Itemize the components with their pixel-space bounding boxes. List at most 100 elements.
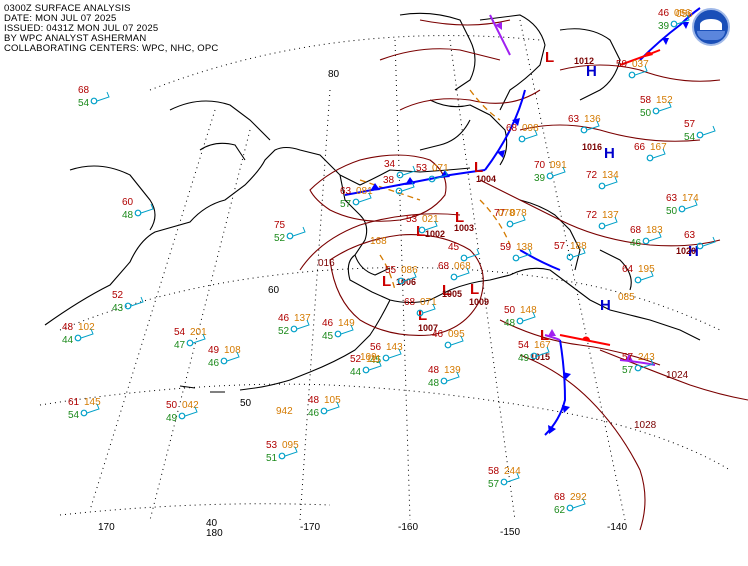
- station-circle-icon: [397, 277, 405, 285]
- station-circle-icon: [678, 205, 686, 213]
- wind-barb-icon: [284, 446, 298, 457]
- wind-barb-icon: [130, 296, 144, 307]
- station-temperature: 59: [500, 242, 512, 253]
- station-dewpoint: 52: [274, 233, 286, 244]
- station-temperature: 54: [174, 327, 186, 338]
- station-circle-icon: [670, 20, 678, 28]
- wind-barb-icon: [402, 165, 416, 176]
- station-dewpoint: 49: [518, 353, 530, 364]
- station-pressure: 056: [674, 8, 691, 19]
- station-circle-icon: [278, 452, 286, 460]
- station-temperature: 57: [622, 352, 634, 363]
- station-circle-icon: [396, 171, 404, 179]
- station-dewpoint: 48: [428, 378, 440, 389]
- station-dewpoint: 57: [340, 199, 352, 210]
- station-temperature: 61: [68, 397, 80, 408]
- station-temperature: 63: [568, 114, 580, 125]
- station-pressure: 037: [632, 59, 649, 70]
- station-pressure: 071: [432, 163, 449, 174]
- station-circle-icon: [598, 182, 606, 190]
- analysis-header: 0300Z SURFACE ANALYSIS DATE: MON JUL 07 …: [4, 4, 218, 54]
- station-circle-icon: [395, 187, 403, 195]
- station-temperature: 48: [428, 365, 440, 376]
- station-pressure: 243: [638, 352, 655, 363]
- station-temperature: 72: [586, 210, 598, 221]
- wind-barb-icon: [226, 351, 240, 362]
- station-temperature: 68: [404, 297, 416, 308]
- wind-barb-icon: [572, 498, 586, 509]
- station-dewpoint: 43: [112, 303, 124, 314]
- low-center-value: 1012: [574, 56, 594, 66]
- station-pressure: 078: [498, 208, 515, 219]
- station-pressure: 138: [516, 242, 533, 253]
- wind-barb-icon: [140, 203, 154, 214]
- station-temperature: 53: [406, 214, 418, 225]
- station-pressure: 102: [78, 322, 95, 333]
- station-pressure: 085: [618, 292, 635, 303]
- station-circle-icon: [696, 242, 704, 250]
- station-dewpoint: 57: [622, 365, 634, 376]
- lon-label-m160: -160: [398, 522, 418, 533]
- station-circle-icon: [696, 131, 704, 139]
- station-circle-icon: [566, 253, 574, 261]
- wind-barb-icon: [658, 101, 672, 112]
- wind-barb-icon: [702, 125, 716, 136]
- wind-barb-icon: [80, 328, 94, 339]
- grid-labels: 80 60 50 40 170 180 -170 -160 -150 -140: [98, 69, 627, 539]
- station-pressure: 086: [401, 265, 418, 276]
- station-dewpoint: 39: [534, 173, 546, 184]
- wind-barb-icon: [648, 231, 662, 242]
- station-temperature: 64: [622, 264, 634, 275]
- station-pressure: 137: [294, 313, 311, 324]
- low-center-letter: L: [545, 49, 554, 66]
- station-dewpoint: 39: [658, 21, 670, 32]
- high-center-value: 1020: [676, 246, 696, 256]
- wind-barb-icon: [702, 236, 716, 247]
- station-pressure: 244: [504, 466, 521, 477]
- station-temperature: 70: [534, 160, 546, 171]
- wind-barb-icon: [446, 371, 460, 382]
- wind-barb-icon: [586, 120, 600, 131]
- wind-barb-icon: [466, 248, 480, 259]
- station-pressure: 145: [84, 397, 101, 408]
- station-temperature: 52: [350, 354, 362, 365]
- station-temperature: 50: [166, 400, 178, 411]
- station-dewpoint: 52: [278, 326, 290, 337]
- station-dewpoint: 54: [78, 98, 90, 109]
- station-circle-icon: [512, 254, 520, 262]
- station-circle-icon: [646, 154, 654, 162]
- station-pressure: 183: [646, 225, 663, 236]
- isobar-labels: 016 1024 1028: [318, 258, 689, 431]
- station-circle-icon: [628, 71, 636, 79]
- wind-barb-icon: [522, 311, 536, 322]
- station-dewpoint: 57: [488, 479, 500, 490]
- station-dewpoint: 46: [630, 238, 642, 249]
- wind-barb-icon: [403, 271, 417, 282]
- station-circle-icon: [80, 409, 88, 417]
- station-temperature: 68: [506, 123, 518, 134]
- noaa-logo-icon: [692, 8, 730, 46]
- low-center-value: 1004: [476, 174, 496, 184]
- station-circle-icon: [124, 302, 132, 310]
- station-circle-icon: [530, 352, 538, 360]
- wind-barb-icon: [640, 270, 654, 281]
- station-dewpoint: 54: [68, 410, 80, 421]
- low-center-letter: L: [416, 223, 425, 240]
- wind-barb-icon: [536, 346, 550, 357]
- wind-barb-icon: [96, 91, 110, 102]
- header-issued: ISSUED: 0431Z MON JUL 07 2025: [4, 23, 159, 34]
- lat-label-80: 80: [328, 69, 340, 80]
- station-pressure: 071: [420, 297, 437, 308]
- station-circle-icon: [220, 357, 228, 365]
- station-circle-icon: [516, 317, 524, 325]
- station-pressure: 942: [276, 406, 293, 417]
- station-circle-icon: [634, 276, 642, 284]
- station-temperature: 72: [586, 170, 598, 181]
- station-dewpoint: 50: [640, 108, 652, 119]
- wind-barb-icon: [401, 181, 415, 192]
- station-temperature: 57: [684, 119, 696, 130]
- warm-front-bumps: [582, 51, 653, 341]
- station-temperature: 46: [658, 8, 670, 19]
- station-pressure: 068: [454, 261, 471, 272]
